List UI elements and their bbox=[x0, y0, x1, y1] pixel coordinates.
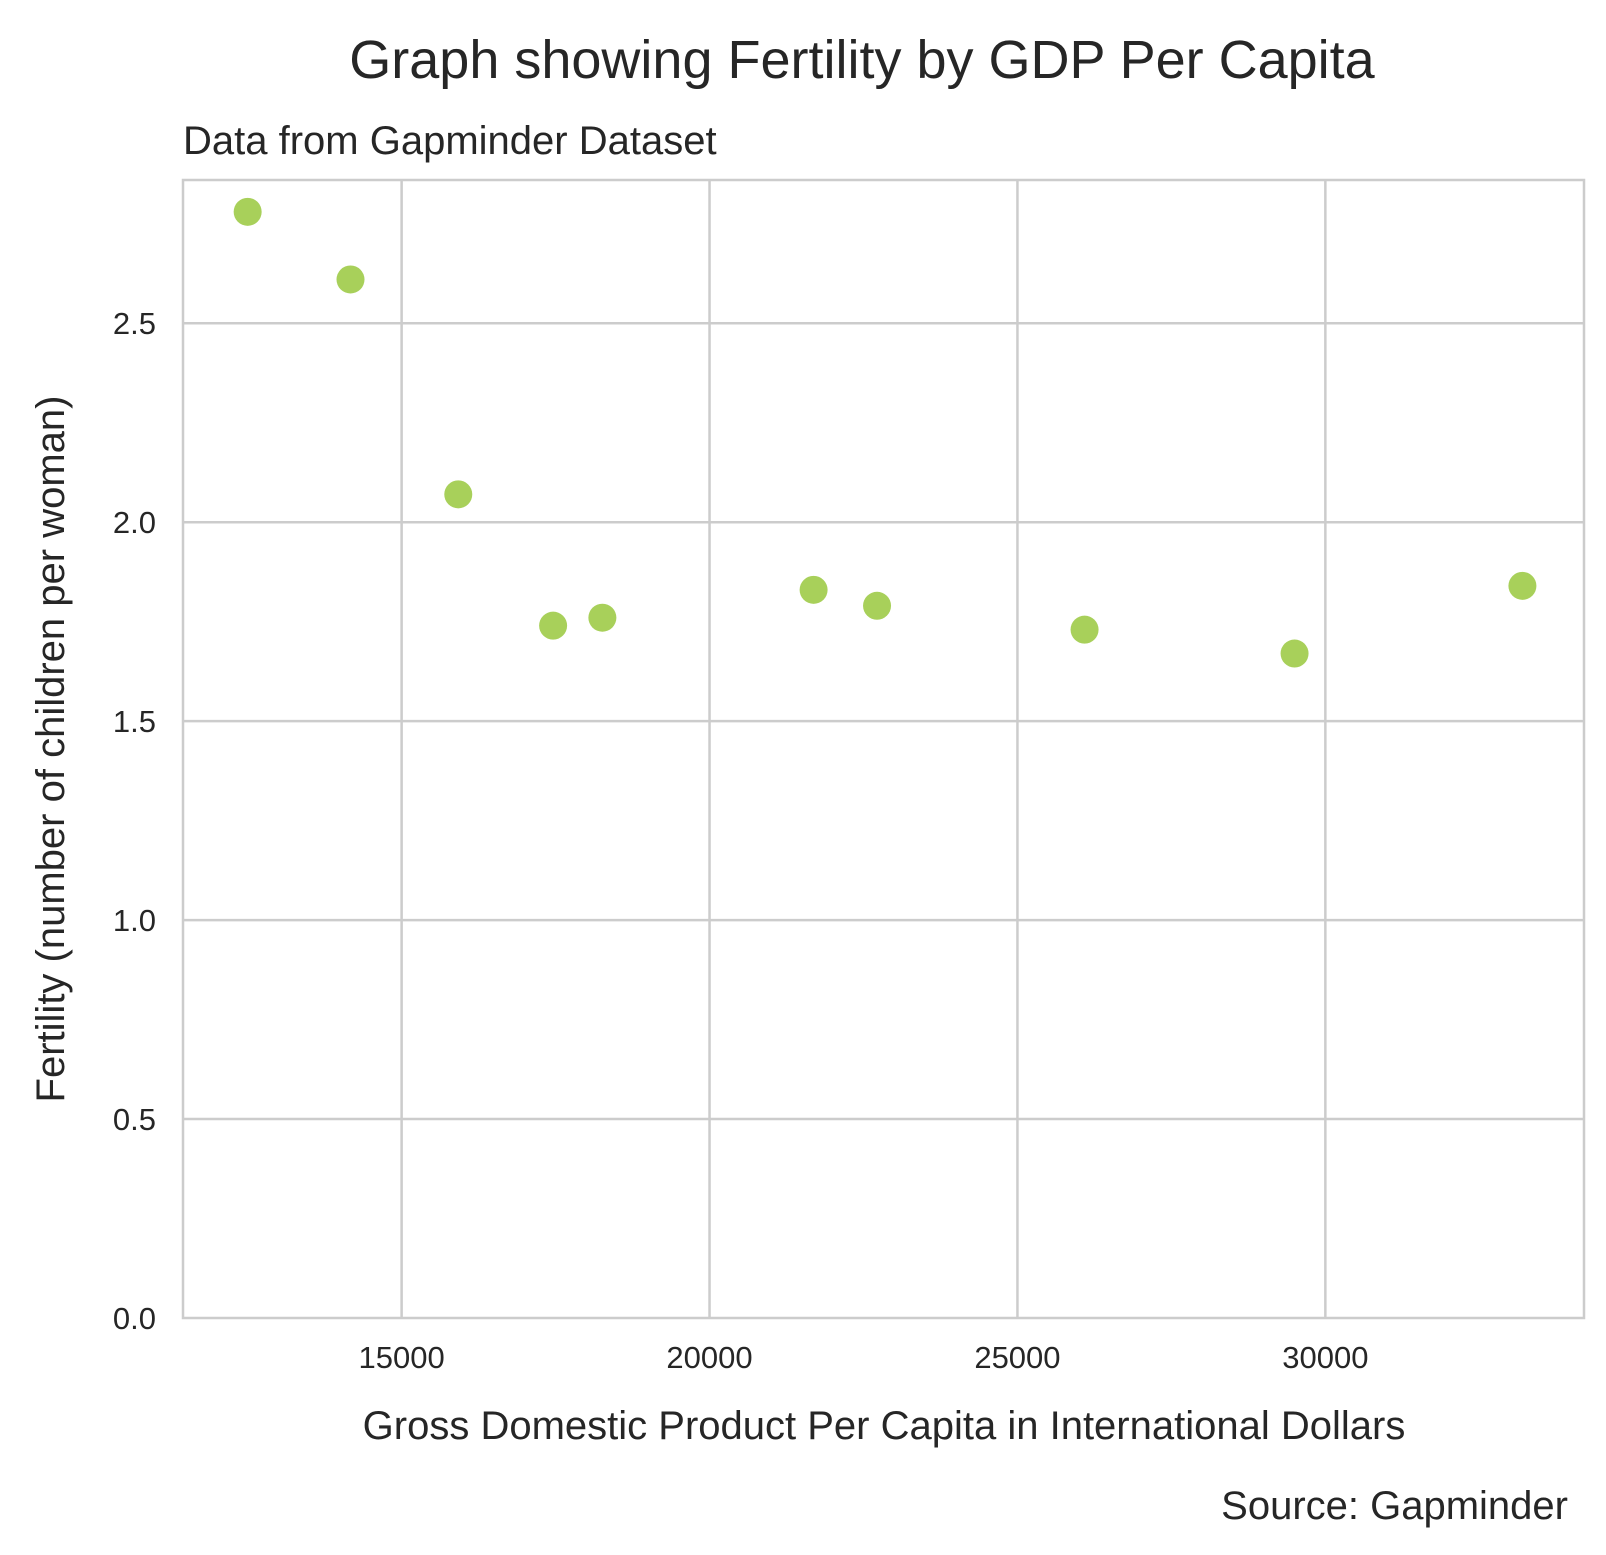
scatter-point bbox=[799, 575, 828, 604]
y-tick-label: 0.5 bbox=[113, 1102, 156, 1137]
y-tick-label: 0.0 bbox=[113, 1301, 156, 1336]
x-tick-label: 25000 bbox=[974, 1340, 1060, 1375]
y-tick-label: 2.0 bbox=[113, 505, 156, 540]
scatter-point bbox=[233, 197, 262, 226]
source-note: Source: Gapminder bbox=[1221, 1484, 1568, 1528]
x-tick-labels: 15000 20000 25000 30000 bbox=[359, 1340, 1369, 1375]
scatter-point bbox=[539, 611, 568, 640]
x-tick-label: 30000 bbox=[1282, 1340, 1368, 1375]
x-tick-label: 20000 bbox=[666, 1340, 752, 1375]
x-axis-label: Gross Domestic Product Per Capita in Int… bbox=[363, 1404, 1406, 1448]
y-tick-label: 1.5 bbox=[113, 704, 156, 739]
data-points bbox=[233, 197, 1537, 668]
chart-title: Graph showing Fertility by GDP Per Capit… bbox=[349, 30, 1375, 90]
scatter-point bbox=[1280, 639, 1309, 668]
scatter-point bbox=[863, 591, 892, 620]
scatter-point bbox=[336, 265, 365, 294]
y-axis-label: Fertility (number of children per woman) bbox=[29, 396, 73, 1103]
scatter-point bbox=[1070, 615, 1099, 644]
y-tick-labels: 0.0 0.5 1.0 1.5 2.0 2.5 bbox=[113, 306, 156, 1336]
chart-subtitle: Data from Gapminder Dataset bbox=[183, 119, 717, 163]
grid bbox=[183, 180, 1584, 1318]
scatter-point bbox=[444, 480, 473, 509]
y-tick-label: 2.5 bbox=[113, 306, 156, 341]
y-tick-label: 1.0 bbox=[113, 903, 156, 938]
plot-frame bbox=[181, 178, 1586, 1320]
scatter-point bbox=[588, 603, 617, 632]
x-tick-label: 15000 bbox=[359, 1340, 445, 1375]
scatter-point bbox=[1508, 571, 1537, 600]
